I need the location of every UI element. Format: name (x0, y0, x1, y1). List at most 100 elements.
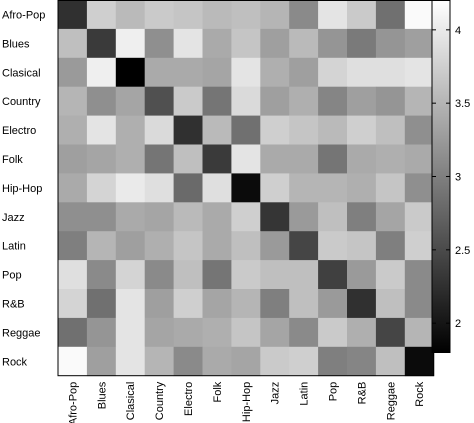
column-label: Electro (183, 382, 195, 416)
heatmap-cell (86, 317, 117, 348)
column-label: Jazz (270, 382, 282, 405)
heatmap-cell (202, 86, 232, 116)
heatmap-cell (318, 289, 348, 319)
heatmap-cell (144, 57, 174, 88)
heatmap-cell (231, 86, 261, 116)
heatmap-cell (231, 173, 261, 203)
heatmap-cell (86, 144, 117, 174)
heatmap-cell (86, 115, 117, 145)
heatmap-cell (347, 115, 377, 145)
heatmap-cell (115, 57, 146, 88)
heatmap-cell (58, 57, 88, 88)
heatmap-cell (289, 260, 319, 290)
heatmap-cell (144, 202, 174, 232)
heatmap-cell (347, 317, 377, 348)
heatmap-cell (173, 317, 203, 348)
heatmap-cell (86, 202, 117, 232)
heatmap-cell (173, 115, 203, 145)
heatmap-cell (289, 173, 319, 203)
heatmap-cell (347, 289, 377, 319)
heatmap-cell (58, 0, 88, 30)
row-label: Country (2, 96, 41, 108)
heatmap-cell (260, 231, 290, 261)
colorbar-ticks: 2 2.5 3 3.5 4 (432, 25, 470, 330)
heatmap-cell (404, 115, 435, 145)
heatmap-cell (173, 28, 203, 59)
heatmap-cell (260, 289, 290, 319)
heatmap-cell (347, 202, 377, 232)
heatmap-cell (404, 202, 435, 232)
heatmap-cell (202, 0, 232, 30)
heatmap-cell (58, 289, 88, 319)
heatmap-cell (231, 260, 261, 290)
heatmap-cell (347, 0, 377, 30)
heatmap-cell (375, 317, 406, 348)
row-label: Latin (2, 241, 26, 253)
heatmap-cell (202, 115, 232, 145)
heatmap-cell (144, 28, 174, 59)
heatmap-cell (115, 289, 146, 319)
heatmap-cell (347, 260, 377, 290)
heatmap-cell (404, 289, 435, 319)
heatmap-cell (115, 0, 146, 30)
heatmap-cell (375, 144, 406, 174)
heatmap-cells (58, 0, 435, 377)
heatmap-cell (202, 289, 232, 319)
colorbar-tick-label: 2.5 (455, 245, 470, 257)
heatmap-cell (231, 57, 261, 88)
heatmap-cell (58, 346, 88, 377)
heatmap-cell (86, 86, 117, 116)
heatmap-cell (86, 173, 117, 203)
heatmap-cell (231, 289, 261, 319)
heatmap-cell (375, 202, 406, 232)
heatmap-cell (58, 28, 88, 59)
heatmap-cell (202, 173, 232, 203)
row-label: Electro (2, 125, 36, 137)
heatmap-cell (173, 144, 203, 174)
heatmap-cell (289, 231, 319, 261)
heatmap-cell (173, 57, 203, 88)
heatmap-cell (375, 231, 406, 261)
heatmap-cell (115, 260, 146, 290)
colorbar-tick-label: 2 (455, 318, 461, 330)
heatmap-cell (404, 86, 435, 116)
row-labels: Afro-Pop Blues Clasical Country Electro Folk H… (2, 9, 45, 368)
heatmap-cell (144, 289, 174, 319)
heatmap-cell (404, 28, 435, 59)
row-label: Jazz (2, 212, 25, 224)
row-label: Afro-Pop (2, 9, 45, 21)
heatmap-cell (318, 173, 348, 203)
heatmap-cell (404, 231, 435, 261)
heatmap-cell (318, 144, 348, 174)
heatmap-cell (375, 173, 406, 203)
heatmap-cell (260, 28, 290, 59)
heatmap-cell (347, 346, 377, 377)
heatmap-cell (347, 231, 377, 261)
heatmap-cell (318, 0, 348, 30)
heatmap-cell (318, 57, 348, 88)
heatmap-cell (58, 144, 88, 174)
heatmap-cell (289, 317, 319, 348)
row-label: Rock (2, 356, 28, 368)
row-label: Folk (2, 154, 23, 166)
heatmap-cell (144, 115, 174, 145)
heatmap-cell (86, 231, 117, 261)
column-label: Latin (299, 382, 311, 406)
heatmap-cell (115, 115, 146, 145)
heatmap-cell (289, 289, 319, 319)
heatmap-cell (231, 202, 261, 232)
heatmap-cell (173, 231, 203, 261)
heatmap-cell (347, 57, 377, 88)
heatmap-cell (289, 144, 319, 174)
heatmap-cell (404, 57, 435, 88)
heatmap-cell (231, 346, 261, 377)
heatmap-cell (115, 317, 146, 348)
column-label: Pop (328, 382, 340, 402)
column-label: Folk (212, 381, 224, 402)
row-label: Clasical (2, 67, 41, 79)
heatmap-cell (318, 231, 348, 261)
column-label: Clasical (125, 382, 137, 421)
column-label: Country (154, 381, 166, 420)
heatmap-cell (86, 346, 117, 377)
